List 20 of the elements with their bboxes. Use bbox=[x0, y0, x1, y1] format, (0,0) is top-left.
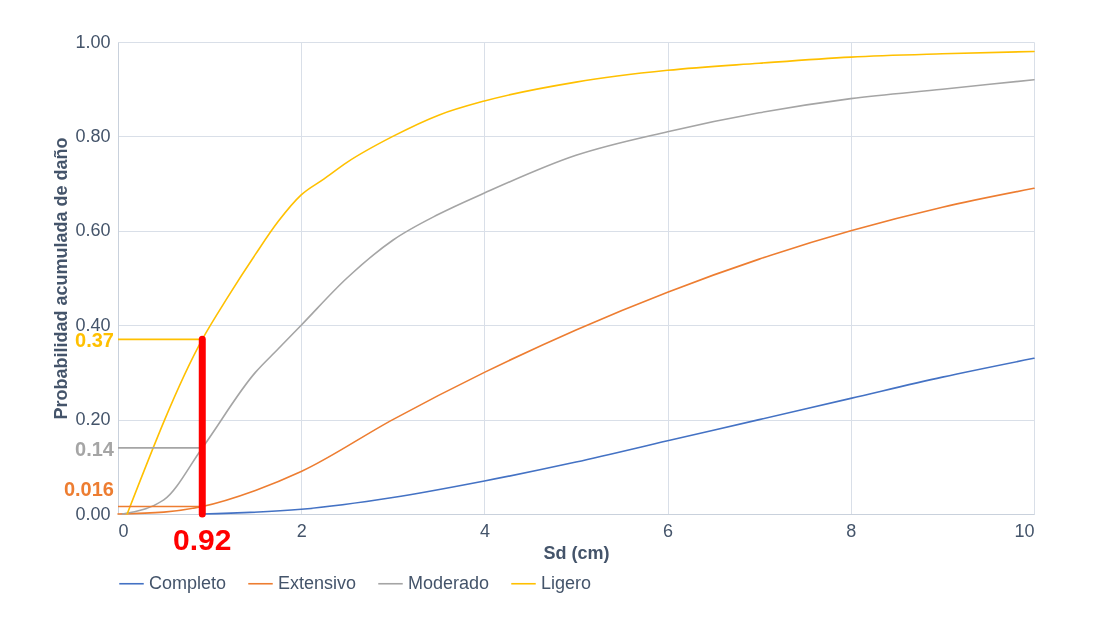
x-tick-label: 6 bbox=[663, 520, 674, 541]
y-tick-label: 0.80 bbox=[75, 125, 111, 146]
y-tick-label: 0.20 bbox=[75, 409, 111, 430]
y-axis-title: Probabilidad acumulada de daño bbox=[51, 137, 72, 420]
legend-label: Extensivo bbox=[278, 572, 357, 593]
y-tick-label: 0.60 bbox=[75, 220, 111, 241]
y-tick-label: 1.00 bbox=[75, 31, 111, 52]
legend-label: Moderado bbox=[408, 572, 490, 593]
x-tick-label: 8 bbox=[846, 520, 857, 541]
x-tick-label: 0 bbox=[118, 520, 129, 541]
x-tick-label: 10 bbox=[1014, 520, 1035, 541]
text: 0.14 bbox=[75, 437, 115, 460]
y-tick-label: 0.00 bbox=[75, 503, 111, 524]
text: 0.92 bbox=[173, 523, 232, 556]
text: 0.016 bbox=[63, 478, 114, 501]
x-axis-title: Sd (cm) bbox=[543, 542, 610, 563]
x-tick-label: 4 bbox=[479, 520, 490, 541]
legend-label: Ligero bbox=[541, 572, 592, 593]
legend-label: Completo bbox=[149, 572, 227, 593]
x-tick-label: 2 bbox=[296, 520, 307, 541]
